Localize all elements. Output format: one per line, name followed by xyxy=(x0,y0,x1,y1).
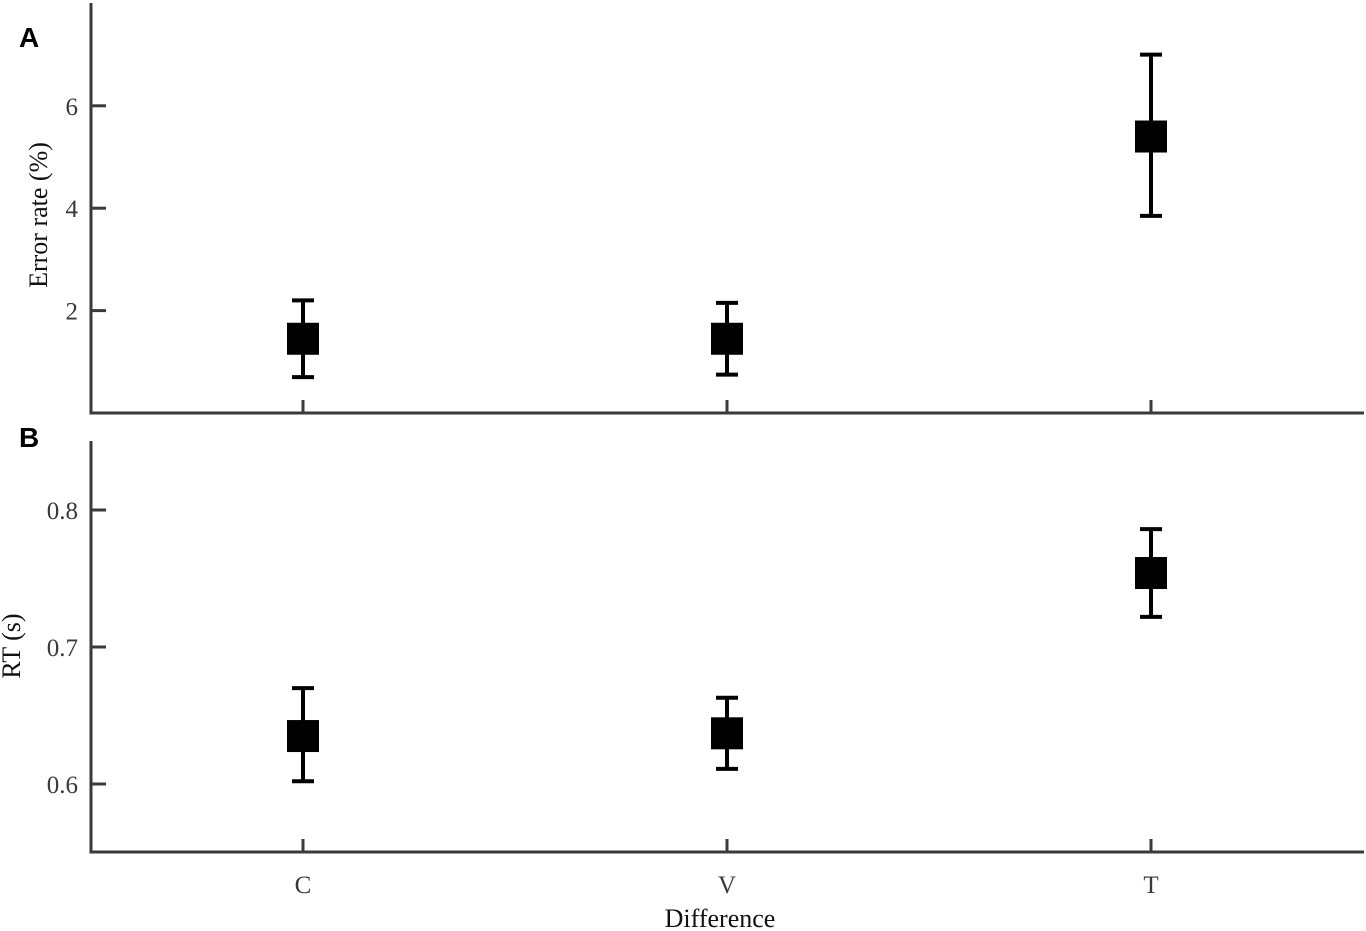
panel-b-marker-c xyxy=(287,720,319,753)
panel-b-y-tick-label: 0.8 xyxy=(47,498,78,525)
panel-b-y-tick-label: 0.6 xyxy=(47,772,78,799)
panel-b-axes xyxy=(89,441,1364,854)
panel-a-error-rate: A 2 4 6 Error rate (%) xyxy=(19,3,1364,415)
panel-b-x-axis-title: Difference xyxy=(665,904,776,931)
panel-a-y-tick-label: 4 xyxy=(66,196,79,223)
panel-a-y-axis-title: Error rate (%) xyxy=(24,142,53,288)
panel-a-label: A xyxy=(19,22,39,53)
panel-a-marker-v xyxy=(711,322,743,355)
panel-b-label: B xyxy=(19,422,39,453)
panel-b-y-axis-title: RT (s) xyxy=(0,613,26,678)
panel-b-rt: B 0.6 0.7 0.8 RT (s) C V T Difference xyxy=(0,422,1364,931)
panel-b-marker-t xyxy=(1135,557,1167,590)
panel-a-marker-t xyxy=(1135,120,1167,153)
panel-a-axes xyxy=(89,3,1364,415)
panel-a-y-tick-label: 2 xyxy=(66,299,79,326)
panel-b-x-tick-label-c: C xyxy=(295,872,312,899)
panel-b-x-tick-label-t: T xyxy=(1143,872,1158,899)
panel-a-marker-c xyxy=(287,322,319,355)
panel-b-x-tick-label-v: V xyxy=(718,872,736,899)
panel-b-y-tick-label: 0.7 xyxy=(47,635,78,662)
panel-b-marker-v xyxy=(711,717,743,750)
panel-a-y-tick-label: 6 xyxy=(66,94,79,121)
